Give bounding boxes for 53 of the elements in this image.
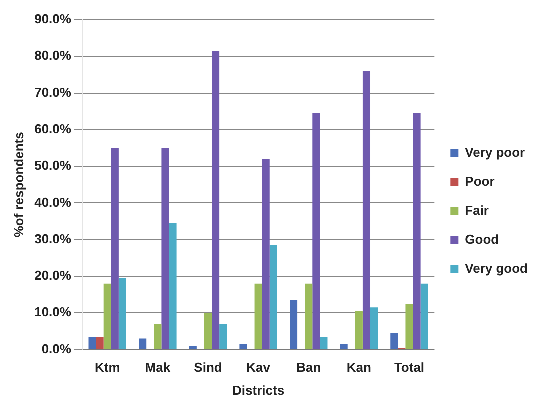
y-tick-label: 0.0% bbox=[42, 341, 72, 356]
bar bbox=[204, 313, 212, 350]
bar bbox=[406, 304, 414, 350]
bar bbox=[340, 344, 348, 350]
y-axis-title: %of respondents bbox=[11, 132, 26, 238]
x-tick-label: Kav bbox=[246, 360, 272, 376]
legend-label: Very good bbox=[465, 261, 528, 276]
bar bbox=[370, 308, 378, 350]
legend-label: Good bbox=[465, 232, 500, 248]
legend-label: Fair bbox=[465, 203, 489, 218]
bar bbox=[270, 245, 278, 350]
bar bbox=[305, 284, 313, 350]
bar bbox=[262, 159, 270, 350]
bar bbox=[169, 223, 177, 350]
y-tick-label: 50.0% bbox=[34, 158, 72, 174]
bar bbox=[154, 324, 162, 350]
bar bbox=[254, 284, 262, 350]
bar bbox=[88, 336, 96, 350]
y-tick-label: 30.0% bbox=[34, 231, 72, 246]
bar bbox=[362, 71, 371, 350]
bar bbox=[413, 113, 421, 350]
bar bbox=[118, 278, 126, 350]
bar bbox=[390, 333, 398, 350]
bar bbox=[189, 346, 197, 350]
y-tick-label: 70.0% bbox=[34, 84, 72, 100]
y-tick-label: 60.0% bbox=[34, 122, 72, 137]
y-tick-label: 80.0% bbox=[34, 48, 72, 64]
y-tick-label: 90.0% bbox=[34, 12, 72, 27]
x-tick-label: Total bbox=[394, 360, 425, 376]
x-tick-label: Sind bbox=[194, 360, 222, 376]
bar bbox=[111, 148, 119, 350]
bar bbox=[139, 338, 147, 350]
y-tick-label: 20.0% bbox=[34, 268, 72, 284]
bar bbox=[240, 344, 248, 350]
x-axis-title: Districts bbox=[232, 382, 285, 398]
x-tick-label: Mak bbox=[145, 360, 172, 376]
x-tick-label: Ktm bbox=[94, 360, 120, 376]
y-tick-label: 10.0% bbox=[34, 304, 72, 320]
x-tick-label: Ban bbox=[296, 360, 322, 376]
bar bbox=[104, 284, 112, 350]
bar bbox=[96, 336, 104, 350]
legend-label: Poor bbox=[465, 174, 495, 190]
bar bbox=[212, 51, 220, 350]
bar bbox=[290, 300, 298, 350]
bar bbox=[355, 311, 363, 350]
bar bbox=[312, 113, 320, 350]
bar bbox=[320, 336, 328, 350]
y-tick-label: 40.0% bbox=[34, 194, 72, 210]
legend-label: Very poor bbox=[465, 145, 526, 160]
bar bbox=[162, 148, 170, 350]
x-tick-label: Kan bbox=[346, 360, 372, 376]
bar bbox=[220, 324, 228, 350]
bar bbox=[420, 284, 428, 350]
